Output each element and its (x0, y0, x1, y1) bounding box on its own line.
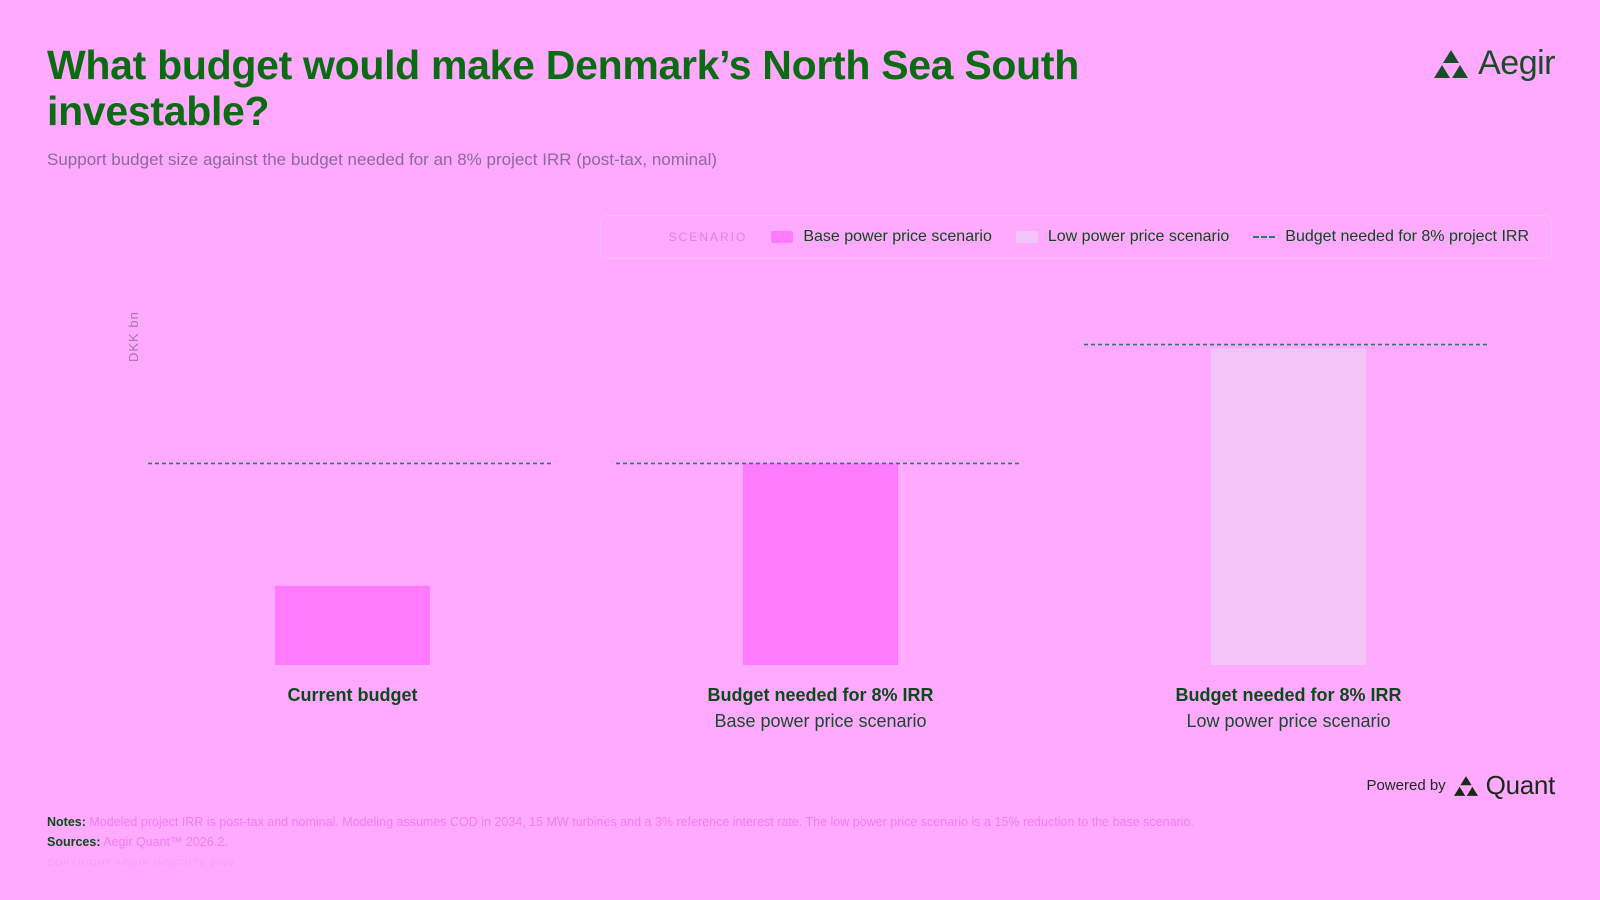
category-label-1: Current budget (288, 685, 418, 705)
bar-1 (275, 585, 430, 665)
notes-text: Modeled project IRR is post-tax and nomi… (89, 815, 1194, 829)
triangle-cluster-icon (1434, 49, 1469, 78)
bar-3 (1211, 348, 1366, 665)
bar-chart: DKK bn Current budget Budget needed for 8… (126, 305, 1489, 731)
legend-label-low: Low power price scenario (1047, 228, 1230, 245)
sources-key: Sources: (47, 835, 101, 849)
chart-panels: Current budget Budget needed for 8% IRR Ba… (147, 305, 1489, 731)
legend-item-base: Base power price scenario (771, 228, 992, 246)
sources-line: Sources: Aegir Quant™ 2026.2. (47, 832, 1547, 852)
legend-swatch-low (1015, 231, 1038, 243)
powered-by: Powered by Quant (1366, 770, 1555, 801)
chart-panel-1: Current budget (147, 305, 553, 705)
chart-legend: SCENARIO Base power price scenario Low p… (600, 215, 1552, 259)
legend-heading: SCENARIO (668, 230, 748, 244)
category-label-2: Budget needed for 8% IRR (707, 685, 933, 705)
notes-line: Notes: Modeled project IRR is post-tax a… (47, 812, 1547, 832)
legend-label-base: Base power price scenario (803, 228, 992, 245)
powered-by-label: Powered by (1366, 777, 1446, 794)
logo-text: Aegir (1478, 44, 1555, 82)
category-sublabel-3: Low power price scenario (1186, 711, 1390, 731)
page-title: What budget would make Denmark’s North S… (47, 42, 1079, 134)
bar-2 (743, 463, 898, 665)
y-axis-label: DKK bn (126, 311, 141, 362)
footnotes: Notes: Modeled project IRR is post-tax a… (47, 812, 1547, 852)
legend-label-reference: Budget needed for 8% project IRR (1285, 228, 1529, 245)
page-subtitle: Support budget size against the budget n… (47, 150, 718, 169)
legend-swatch-base (771, 231, 794, 243)
legend-item-low: Low power price scenario (1015, 228, 1230, 246)
sources-text: Aegir Quant™ 2026.2. (103, 835, 228, 849)
chart-panel-2: Budget needed for 8% IRR Base power price… (615, 305, 1021, 731)
chart-panel-3: Budget needed for 8% IRR Low power price … (1083, 305, 1489, 731)
category-sublabel-2: Base power price scenario (714, 711, 926, 731)
category-label-3: Budget needed for 8% IRR (1175, 685, 1401, 705)
aegir-logo: Aegir (1434, 44, 1555, 83)
quant-triangle-icon (1453, 775, 1478, 796)
copyright: COPYRIGHT AEGIR INSIGHTS 2026 (47, 858, 236, 869)
notes-key: Notes: (47, 815, 86, 829)
legend-swatch-reference (1253, 236, 1276, 238)
powered-by-brand: Quant (1485, 770, 1556, 800)
legend-item-reference: Budget needed for 8% project IRR (1253, 228, 1529, 246)
